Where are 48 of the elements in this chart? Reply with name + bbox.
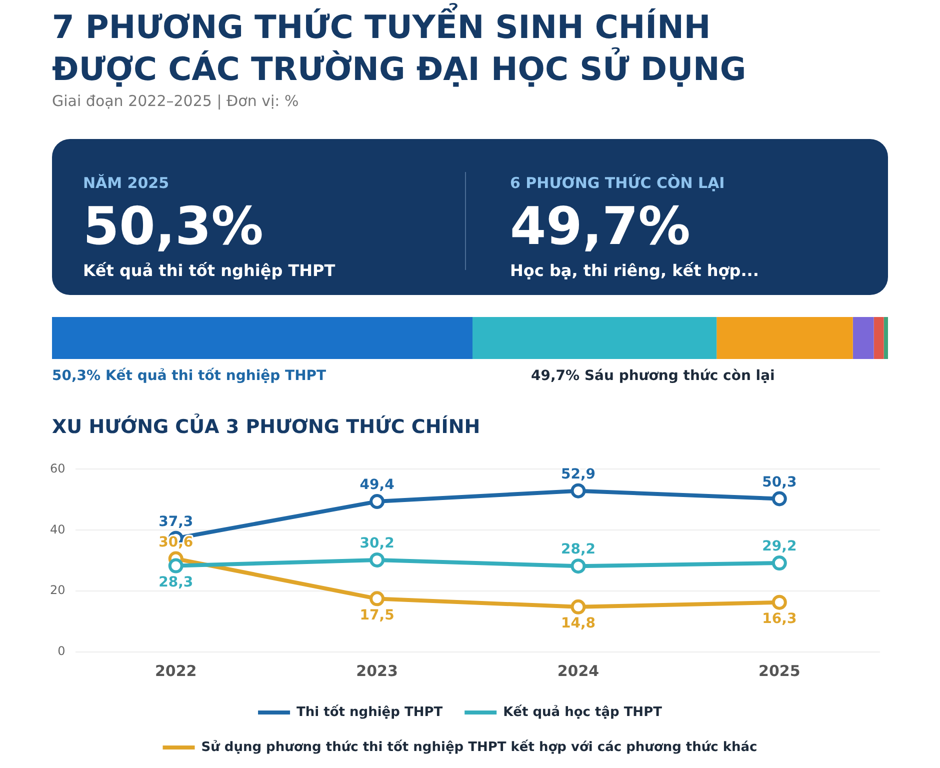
legend-label: Sử dụng phương thức thi tốt nghiệp THPT kết hợp với các phương thức khác — [201, 738, 758, 755]
text: 50,3% Kết quả thi tốt nghiệp THPT — [52, 368, 326, 384]
data-label: 49,4 — [360, 477, 395, 494]
data-label: 28,3 — [158, 574, 194, 590]
data-label: 30,2 — [360, 536, 394, 552]
data-label: 17,5 — [360, 607, 394, 624]
x-tick-label: 2022 — [154, 662, 197, 680]
data-label: 50,3 — [762, 474, 797, 490]
text: 50,3% — [83, 197, 264, 257]
bar — [874, 317, 884, 359]
y-tick-label: 40 — [50, 522, 66, 536]
point — [570, 599, 586, 614]
bar — [52, 317, 473, 359]
point — [370, 591, 385, 606]
point — [772, 491, 787, 506]
text: Kết quả thi tốt nghiệp THPT — [83, 261, 336, 280]
data-label: 16,3 — [762, 610, 797, 627]
text: Học bạ, thi riêng, kết hợp... — [510, 261, 759, 280]
point — [168, 558, 184, 574]
data-label: 37,3 — [158, 514, 194, 530]
bar — [884, 317, 888, 359]
text: 49,7% — [510, 197, 690, 257]
data-label: 28,2 — [560, 542, 596, 558]
point — [570, 483, 586, 498]
bar — [852, 317, 874, 359]
point — [772, 594, 787, 610]
x-tick-label: 2023 — [356, 662, 398, 680]
chart-title: XU HƯỚNG CỦA 3 PHƯƠNG THỨC CHÍNH — [52, 416, 480, 438]
point — [370, 494, 385, 509]
text: 6 PHƯƠNG THỨC CÒN LẠI — [510, 174, 725, 192]
legend-label: Thi tốt nghiệp THPT — [296, 704, 443, 720]
text: Giai đoạn 2022–2025 | Đơn vị: % — [52, 92, 299, 110]
y-tick-label: 0 — [58, 644, 66, 658]
data-label: 14,8 — [560, 616, 596, 632]
y-tick-label: 60 — [50, 461, 66, 476]
point — [570, 558, 586, 574]
data-label: 52,9 — [560, 466, 596, 482]
text: NĂM 2025 — [83, 174, 170, 192]
bar — [472, 317, 717, 359]
text: 49,7% Sáu phương thức còn lại — [531, 368, 775, 384]
x-tick-label: 2024 — [557, 662, 600, 680]
legend-label: Kết quả học tập THPT — [503, 704, 662, 720]
point — [772, 556, 787, 571]
x-tick-label: 2025 — [758, 662, 800, 680]
point — [370, 552, 385, 568]
y-tick-label: 20 — [50, 583, 66, 598]
bar — [716, 317, 853, 359]
data-label: 29,2 — [762, 538, 797, 555]
